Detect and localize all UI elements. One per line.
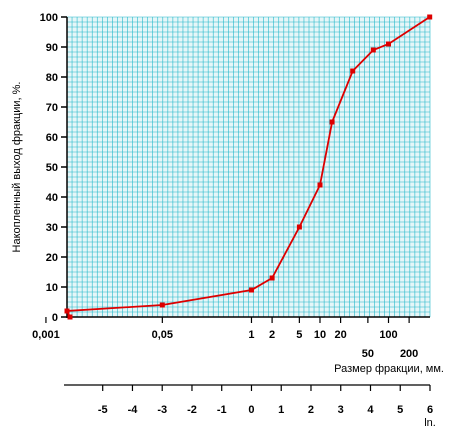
y-tick-label: 0 [52, 312, 58, 324]
x-tick-label: 0,05 [152, 329, 173, 341]
y-tick-label: 60 [46, 132, 58, 144]
ln-tick-label: -3 [157, 404, 167, 416]
x-tick-label: 100 [379, 329, 397, 341]
data-point [269, 275, 275, 281]
ln-tick-label: 3 [338, 404, 344, 416]
ln-tick-label: 6 [427, 404, 433, 416]
data-point [317, 182, 323, 188]
x-tick-label: 1 [248, 329, 254, 341]
y-tick-label: 100 [40, 12, 58, 24]
ln-axis: -5 -4 -3 -2 -1 0 1 2 3 4 5 6 [64, 384, 433, 416]
x-axis-label: Размер фракции, мм. [334, 363, 444, 375]
ln-tick-label: 0 [248, 404, 254, 416]
y-tick-label: 30 [46, 222, 58, 234]
data-point [370, 47, 376, 53]
x-tick-label: 200 [400, 348, 418, 360]
ln-tick-label: -1 [217, 404, 227, 416]
x-tick-labels: 0,001 0,05 1 2 5 10 20 100 50 200 [32, 317, 418, 360]
plot-area [64, 14, 433, 320]
ln-axis-label: ln. [424, 417, 436, 429]
series-polyline [65, 16, 431, 318]
data-point [159, 302, 165, 308]
data-point [386, 41, 391, 47]
data-point [249, 287, 254, 293]
ln-tick-label: 4 [367, 404, 374, 416]
x-tick-label: 2 [269, 329, 275, 341]
y-tick-label: 70 [46, 102, 58, 114]
y-tick-labels: 0 10 20 30 40 50 60 70 80 90 100 [40, 12, 67, 324]
x-tick-label: 20 [334, 329, 346, 341]
x-tick-label: 10 [314, 329, 326, 341]
ln-tick-label: -5 [98, 404, 108, 416]
x-tick-label: 5 [296, 329, 302, 341]
series-line [64, 14, 433, 320]
ln-tick-label: 5 [397, 404, 403, 416]
y-tick-label: 40 [46, 192, 58, 204]
y-axis-label: Накопленный выход фракции, %. [11, 82, 23, 253]
y-tick-label: 90 [46, 42, 58, 54]
y-tick-label: 50 [46, 162, 58, 174]
ln-tick-label: 2 [308, 404, 314, 416]
x-tick-label: 0,001 [32, 329, 60, 341]
ln-tick-label: 1 [278, 404, 284, 416]
y-tick-label: 10 [46, 282, 58, 294]
y-tick-label: 80 [46, 72, 58, 84]
x-tick-label: 50 [362, 348, 374, 360]
grid [66, 16, 431, 318]
data-point [67, 314, 73, 320]
data-point [296, 224, 302, 230]
ln-tick-label: -4 [128, 404, 139, 416]
data-point [350, 68, 356, 74]
data-point [64, 308, 70, 314]
ln-tick-label: -2 [187, 404, 197, 416]
data-point [427, 14, 433, 20]
y-tick-label: 20 [46, 252, 58, 264]
data-point [329, 119, 335, 125]
